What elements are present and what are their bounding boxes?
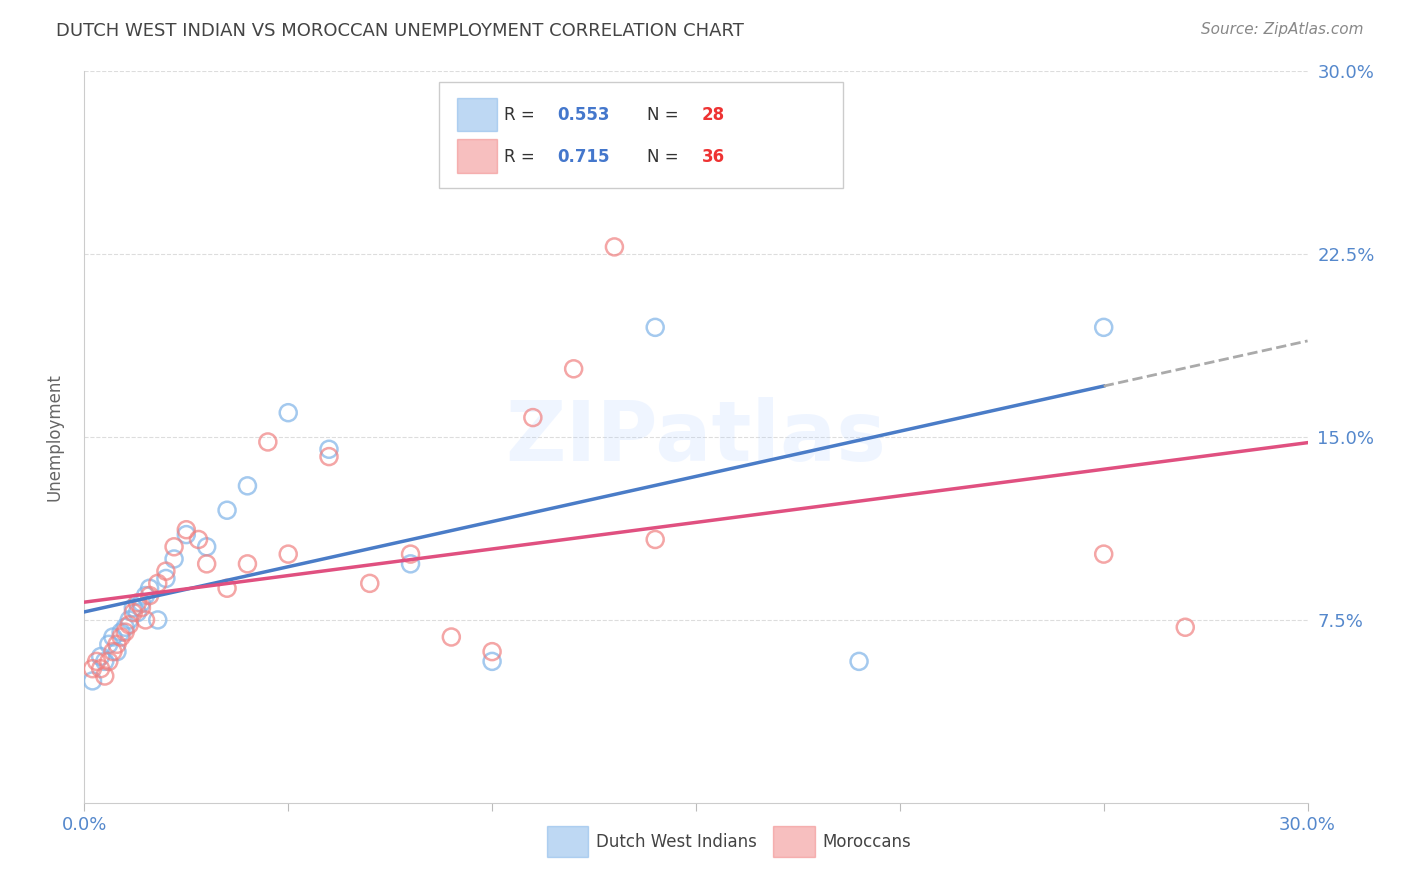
Text: Moroccans: Moroccans [823,832,911,851]
Point [97,654,120,668]
Point [82,662,104,676]
Text: Source: ZipAtlas.com: Source: ZipAtlas.com [1201,22,1364,37]
Point [82,673,104,688]
Point [187,533,209,547]
Point [86,654,108,668]
Point [277,547,299,561]
Point [318,442,340,457]
Text: 0.553: 0.553 [558,105,610,123]
Text: R =: R = [503,105,540,123]
Point [440,630,463,644]
Point [118,617,141,632]
Text: 36: 36 [702,148,725,166]
Point [118,613,141,627]
Point [155,572,177,586]
FancyBboxPatch shape [457,98,496,131]
Point [122,606,145,620]
Point [848,654,870,668]
Point [195,540,218,554]
Point [135,613,157,627]
Point [135,589,157,603]
Point [90,662,112,676]
Point [110,625,132,640]
Point [138,589,160,603]
Point [481,654,503,668]
Point [257,434,280,449]
Point [644,320,666,334]
Point [522,410,544,425]
Point [481,645,503,659]
Text: N =: N = [647,148,683,166]
Y-axis label: Unemployment: Unemployment [45,373,63,501]
FancyBboxPatch shape [439,82,842,188]
FancyBboxPatch shape [547,826,588,857]
Point [105,645,128,659]
Point [603,240,626,254]
Point [1174,620,1197,634]
Point [236,557,259,571]
Point [105,637,128,651]
Point [644,533,666,547]
Point [174,523,197,537]
Point [359,576,381,591]
Point [399,557,422,571]
Text: ZIPatlas: ZIPatlas [506,397,886,477]
Point [277,406,299,420]
Point [131,600,153,615]
Point [217,581,239,595]
Point [97,637,120,651]
Point [90,649,112,664]
Point [163,552,186,566]
Point [131,596,153,610]
Point [138,581,160,595]
Point [174,527,197,541]
Text: 0.715: 0.715 [558,148,610,166]
Point [1092,320,1115,334]
Point [217,503,239,517]
Point [114,620,136,634]
Point [110,630,132,644]
Point [399,547,422,561]
Point [93,654,115,668]
Text: R =: R = [503,148,540,166]
Text: N =: N = [647,105,683,123]
Point [236,479,259,493]
Point [163,540,186,554]
Text: 28: 28 [702,105,725,123]
Point [127,596,149,610]
Point [146,576,169,591]
Point [114,625,136,640]
Point [93,669,115,683]
Point [146,613,169,627]
Point [127,606,149,620]
Point [101,645,124,659]
Point [562,361,585,376]
FancyBboxPatch shape [457,139,496,173]
Point [122,600,145,615]
Point [101,630,124,644]
FancyBboxPatch shape [773,826,814,857]
Point [1092,547,1115,561]
Text: DUTCH WEST INDIAN VS MOROCCAN UNEMPLOYMENT CORRELATION CHART: DUTCH WEST INDIAN VS MOROCCAN UNEMPLOYME… [56,22,744,40]
Text: Dutch West Indians: Dutch West Indians [596,832,756,851]
Point [155,564,177,578]
Point [318,450,340,464]
Point [195,557,218,571]
